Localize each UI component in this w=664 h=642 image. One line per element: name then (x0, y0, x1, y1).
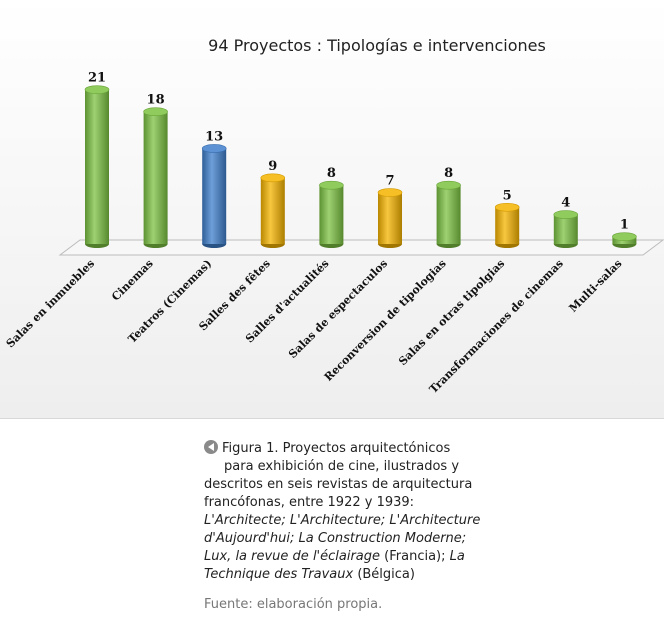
caption-line: francófonas, entre 1922 y 1939: (204, 495, 415, 510)
data-label: 1 (620, 218, 629, 233)
caption-line: d'Aujourd'hui; La Construction Moderne; (204, 531, 467, 546)
caption-line: para exhibición de cine, ilustrados y (224, 459, 460, 474)
data-label: 13 (205, 129, 223, 144)
data-label: 5 (503, 188, 512, 203)
caption-line: Figura 1. Proyectos arquitectónicos (222, 441, 451, 456)
caption-line: L'Architecte; L'Architecture; L'Architec… (204, 513, 481, 528)
caption-line: Lux, la revue de l'éclairage (204, 549, 381, 564)
data-label: 21 (88, 71, 106, 86)
caption-line: (Francia); (380, 549, 450, 564)
data-label: 8 (327, 166, 336, 181)
data-label: 8 (444, 166, 453, 181)
bar-chart: 94 Proyectos : Tipologías e intervencion… (0, 0, 664, 419)
bar (201, 144, 227, 248)
bar (612, 232, 637, 248)
bar (377, 188, 403, 248)
caption-line: descritos en seis revistas de arquitectu… (204, 477, 473, 492)
data-label: 7 (385, 174, 394, 189)
figure-caption: Figura 1. Proyectos arquitectónicos para… (204, 440, 504, 584)
data-label: 4 (561, 196, 570, 211)
bar (84, 85, 110, 248)
bar (553, 210, 579, 248)
bar (260, 173, 286, 248)
bar (143, 107, 168, 248)
caption-line: Technique des Travaux (204, 567, 354, 582)
bar (319, 180, 344, 248)
chart-panel: 94 Proyectos : Tipologías e intervencion… (0, 0, 664, 419)
caption-line: La (449, 549, 465, 564)
bar (436, 180, 461, 248)
data-label: 9 (268, 159, 277, 174)
left-arrow-circle-icon (204, 440, 218, 454)
bar (494, 202, 520, 248)
chart-title: 94 Proyectos : Tipologías e intervencion… (208, 36, 546, 55)
caption-line: (Bélgica) (353, 567, 415, 582)
source-note: Fuente: elaboración propia. (204, 597, 383, 612)
data-label: 18 (147, 93, 165, 108)
